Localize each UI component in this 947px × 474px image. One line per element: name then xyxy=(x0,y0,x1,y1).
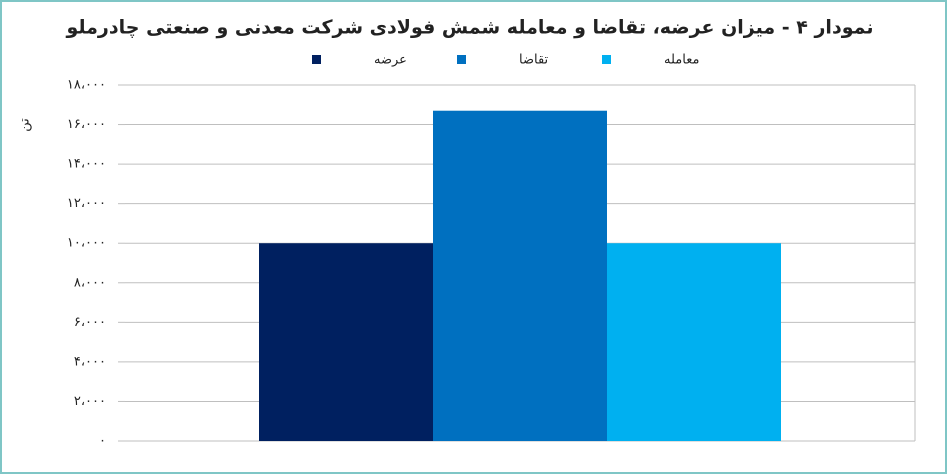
y-tick-label: ۰ xyxy=(99,434,106,449)
y-tick-label: ۱۲،۰۰۰ xyxy=(67,196,106,211)
legend-label: عرضه xyxy=(374,53,407,68)
y-tick-label: ۱۴،۰۰۰ xyxy=(67,157,106,172)
chart-title: نمودار ۴ - میزان عرضه، تقاضا و معامله شم… xyxy=(66,17,874,39)
y-tick-label: ۱۰،۰۰۰ xyxy=(67,236,106,251)
bar xyxy=(259,243,433,441)
y-axis-label: تن xyxy=(18,118,33,132)
y-tick-label: ۶،۰۰۰ xyxy=(74,315,106,330)
y-tick-label: ۱۶،۰۰۰ xyxy=(67,117,106,132)
legend-swatch xyxy=(457,55,466,64)
bar xyxy=(433,110,607,441)
y-tick-label: ۸،۰۰۰ xyxy=(74,275,106,290)
legend-label: معامله xyxy=(664,53,699,68)
legend-label: تقاضا xyxy=(519,53,549,68)
legend-swatch xyxy=(602,55,611,64)
legend-swatch xyxy=(312,55,321,64)
bar xyxy=(607,243,781,441)
y-tick-label: ۴،۰۰۰ xyxy=(74,354,106,369)
y-tick-label: ۲،۰۰۰ xyxy=(74,394,106,409)
y-tick-label: ۱۸،۰۰۰ xyxy=(67,78,106,93)
